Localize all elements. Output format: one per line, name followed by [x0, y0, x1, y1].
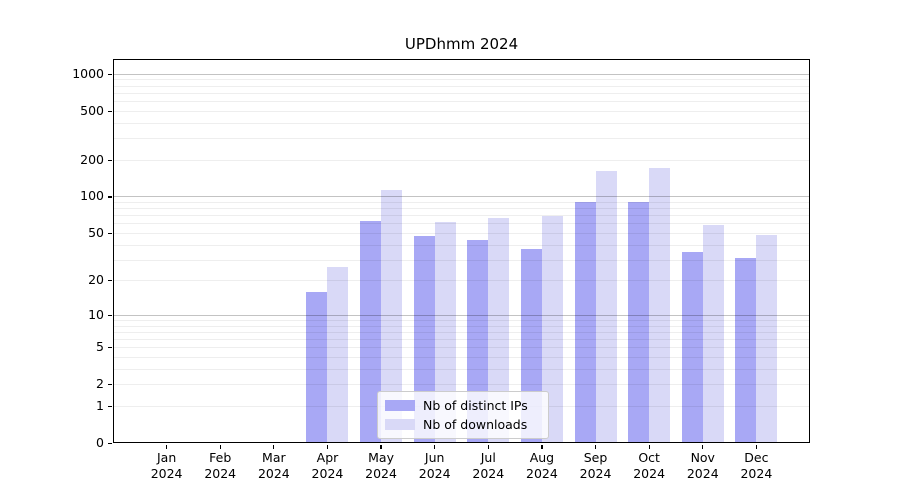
- bar-nov-downloads: [702, 225, 724, 443]
- y-tick-label: 0: [96, 435, 104, 450]
- legend-label-distinct-ips: Nb of distinct IPs: [423, 398, 528, 413]
- x-axis-tick: [648, 444, 650, 449]
- bar-nov-distinct-ips: [681, 251, 703, 443]
- bar-oct-downloads: [649, 167, 671, 443]
- bar-apr-distinct-ips: [306, 291, 328, 443]
- legend-swatch-distinct-ips: [385, 400, 415, 411]
- x-axis-tick: [487, 444, 489, 449]
- legend: Nb of distinct IPs Nb of downloads: [377, 391, 549, 439]
- x-axis-tick: [755, 444, 757, 449]
- x-tick-label-mar: Mar 2024: [257, 450, 290, 481]
- bar-jun-downloads: [434, 222, 456, 443]
- bar-may-downloads: [381, 190, 403, 443]
- minor-gridline: [113, 201, 810, 203]
- bar-dec-distinct-ips: [735, 257, 757, 443]
- x-axis-tick: [219, 444, 221, 449]
- x-axis-tick: [166, 444, 168, 449]
- bar-sep-distinct-ips: [574, 201, 596, 443]
- x-tick-label-apr: Apr 2024: [311, 450, 344, 481]
- y-axis-tick: [108, 280, 112, 282]
- y-tick-label: 200: [80, 151, 104, 167]
- y-tick-label: 100: [80, 188, 104, 204]
- x-axis-tick: [273, 444, 275, 449]
- bar-dec-downloads: [756, 235, 778, 443]
- legend-swatch-downloads: [385, 419, 415, 430]
- x-tick-label-jun: Jun 2024: [418, 450, 451, 481]
- y-tick-label: 500: [80, 102, 104, 118]
- major-gridline: [113, 73, 810, 75]
- minor-gridline: [113, 110, 810, 112]
- y-axis-tick: [108, 110, 112, 112]
- minor-gridline: [113, 101, 810, 103]
- x-tick-label-dec: Dec 2024: [740, 450, 773, 481]
- x-tick-label-oct: Oct 2024: [633, 450, 666, 481]
- x-tick-label-sep: Sep 2024: [579, 450, 612, 481]
- y-tick-label: 50: [88, 224, 104, 240]
- bar-oct-distinct-ips: [628, 201, 650, 443]
- plot-area: [113, 59, 810, 443]
- minor-gridline: [113, 92, 810, 94]
- x-tick-label-jan: Jan 2024: [150, 450, 183, 481]
- y-tick-label: 1000: [72, 65, 104, 81]
- bar-sep-downloads: [595, 170, 617, 443]
- bar-may-distinct-ips: [360, 220, 382, 443]
- y-axis-tick: [108, 73, 112, 75]
- y-axis-tick: [108, 159, 112, 161]
- x-tick-label-aug: Aug 2024: [526, 450, 558, 481]
- major-gridline: [113, 196, 810, 198]
- legend-item-distinct-ips: Nb of distinct IPs: [385, 398, 539, 413]
- bar-apr-downloads: [327, 266, 349, 443]
- x-axis-tick: [702, 444, 704, 449]
- minor-gridline: [113, 85, 810, 87]
- x-tick-label-feb: Feb 2024: [204, 450, 237, 481]
- legend-label-downloads: Nb of downloads: [423, 417, 528, 432]
- y-axis-tick: [108, 232, 112, 235]
- y-axis-tick: [108, 384, 112, 386]
- x-axis-tick: [380, 444, 382, 449]
- y-axis-tick: [108, 314, 112, 317]
- bar-jul-downloads: [488, 218, 510, 443]
- x-tick-label-jul: Jul 2024: [472, 450, 505, 481]
- x-tick-label-nov: Nov 2024: [686, 450, 719, 481]
- bar-aug-downloads: [541, 215, 563, 443]
- y-tick-label: 1: [96, 397, 104, 413]
- y-axis-tick: [108, 443, 112, 445]
- y-tick-label: 10: [88, 306, 104, 322]
- y-tick-label: 2: [96, 376, 104, 392]
- x-axis-tick: [326, 444, 329, 449]
- y-tick-label: 5: [96, 339, 104, 355]
- minor-gridline: [113, 138, 810, 140]
- chart-title: UPDhmm 2024: [404, 35, 519, 53]
- minor-gridline: [113, 79, 810, 81]
- minor-gridline: [113, 215, 810, 217]
- x-axis-tick: [594, 444, 597, 449]
- legend-item-downloads: Nb of downloads: [385, 417, 539, 432]
- x-tick-label-may: May 2024: [365, 450, 397, 481]
- x-axis-tick: [434, 444, 436, 449]
- minor-gridline: [113, 122, 810, 124]
- y-axis-tick: [108, 347, 112, 349]
- x-axis-tick: [541, 444, 543, 449]
- minor-gridline: [113, 159, 810, 161]
- y-axis-tick: [108, 196, 112, 198]
- y-axis-tick: [108, 405, 112, 408]
- y-tick-label: 20: [88, 272, 104, 288]
- minor-gridline: [113, 208, 810, 210]
